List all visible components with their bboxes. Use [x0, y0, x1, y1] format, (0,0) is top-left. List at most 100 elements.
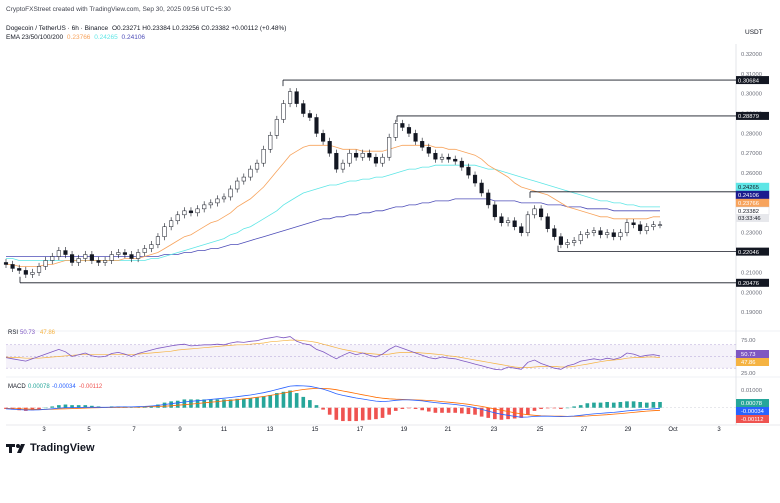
- macd-histogram-bar: [182, 399, 187, 408]
- candle-body: [611, 232, 616, 237]
- candle-body: [360, 152, 365, 158]
- time-axis-tick: 7: [132, 427, 136, 433]
- tradingview-logo-icon: [6, 444, 25, 453]
- macd-histogram-bar: [578, 405, 583, 408]
- candle-body: [17, 268, 22, 271]
- macd-histogram-bar: [314, 405, 319, 408]
- macd-histogram-bar: [631, 401, 636, 408]
- tradingview-logo: TradingView: [6, 442, 95, 454]
- time-axis-tick: 25: [537, 427, 544, 433]
- macd-histogram-bar: [288, 390, 292, 408]
- time-axis-tick: 11: [221, 427, 228, 433]
- macd-histogram-bar: [281, 391, 286, 408]
- candle-body: [380, 156, 385, 164]
- candle-body: [565, 242, 570, 245]
- candle-body: [466, 166, 471, 176]
- candle-body: [109, 254, 114, 261]
- macd-histogram-bar: [526, 407, 530, 415]
- candle-body: [248, 168, 253, 178]
- ohlc-values: O0.23271 H0.23384 L0.23256 C0.23382 +0.0…: [111, 25, 287, 32]
- time-axis-tick: 17: [357, 427, 364, 433]
- symbol-line: Dogecoin / TetherUS · 6h · Binance O0.23…: [6, 25, 288, 32]
- macd-histogram-bar: [420, 407, 424, 411]
- price-axis-tick: 0.30000: [741, 92, 762, 98]
- candle-body: [657, 224, 663, 226]
- rsi-axis-tick: 25.00: [741, 371, 756, 377]
- candle-body: [63, 250, 68, 255]
- candle-body: [505, 220, 511, 223]
- macd-histogram-bar: [433, 407, 438, 413]
- macd-histogram-bar: [407, 407, 411, 409]
- macd-axis-tag: [736, 399, 769, 407]
- macd-axis-tick: -0.00034: [741, 409, 765, 415]
- ema-100-line: [6, 198, 660, 257]
- macd-axis-tick: 0.00078: [741, 401, 762, 407]
- rsi-axis-tag: [736, 358, 769, 366]
- ema-legend: EMA 23/50/100/200 0.23766 0.24265 0.2410…: [6, 34, 147, 41]
- candle-body: [136, 252, 141, 259]
- time-axis-tick: 3: [717, 427, 721, 433]
- macd-histogram-bar: [644, 402, 649, 408]
- candle-body: [122, 252, 127, 255]
- tradingview-logo-text: TradingView: [30, 442, 95, 454]
- candle-body: [301, 103, 306, 114]
- level-price-tag: [736, 76, 769, 85]
- candle-body: [287, 91, 293, 104]
- macd-histogram-bar: [625, 401, 629, 408]
- price-tag-label: 0.23766: [738, 201, 759, 207]
- macd-hist-value: -0.00112: [79, 384, 103, 390]
- candle-body: [400, 123, 405, 128]
- candle-body: [195, 208, 200, 214]
- macd-histogram-bar: [519, 407, 524, 418]
- macd-histogram-bar: [50, 406, 55, 408]
- time-axis-tick: 3: [42, 427, 46, 433]
- candle-body: [327, 141, 332, 154]
- ema-20-line: [6, 144, 660, 267]
- macd-histogram-bar: [169, 401, 173, 408]
- macd-histogram-bar: [275, 393, 279, 408]
- level-price-label: 0.28879: [738, 114, 759, 120]
- macd-histogram-bar: [387, 407, 391, 415]
- symbol-label: Dogecoin / TetherUS · 6h · Binance: [6, 25, 109, 32]
- macd-histogram-bar: [43, 407, 48, 409]
- macd-axis-tag: [736, 407, 769, 415]
- level-price-tag: [736, 278, 769, 287]
- candle-body: [314, 117, 319, 134]
- candle-body: [598, 230, 603, 235]
- candle-body: [321, 133, 326, 142]
- macd-histogram-bar: [208, 399, 213, 408]
- level-price-tag: [736, 111, 769, 120]
- macd-histogram-bar: [506, 407, 510, 420]
- macd-histogram-bar: [215, 399, 220, 408]
- macd-histogram-bar: [354, 407, 358, 422]
- time-axis-tick: Oct: [668, 427, 678, 433]
- candle-body: [76, 258, 81, 263]
- candle-body: [23, 270, 28, 275]
- price-tag-label: 0.23382: [738, 209, 759, 215]
- candle-body: [221, 196, 227, 200]
- candle-body: [605, 232, 610, 235]
- candle-body: [69, 254, 75, 263]
- candle-body: [96, 260, 101, 263]
- candle-body: [459, 160, 464, 168]
- macd-histogram-bar: [261, 396, 266, 408]
- candle-body: [393, 123, 398, 138]
- macd-histogram-bar: [532, 407, 537, 411]
- candle-body: [532, 208, 537, 216]
- price-tag-label: 0.24106: [738, 193, 759, 199]
- time-axis-tick: 19: [401, 427, 408, 433]
- ema-50-line: [6, 164, 660, 261]
- candle-body: [624, 222, 630, 233]
- macd-histogram-bar: [539, 407, 543, 409]
- macd-histogram-bar: [202, 399, 206, 408]
- candle-body: [420, 141, 425, 148]
- time-axis-tick: 29: [625, 427, 632, 433]
- candle-body: [387, 137, 392, 158]
- candle-body: [294, 91, 299, 104]
- macd-histogram-bar: [426, 407, 431, 412]
- macd-line: [5, 385, 661, 418]
- rsi-axis-tag: [736, 350, 769, 358]
- candle-body: [651, 224, 656, 227]
- macd-histogram-bar: [499, 407, 504, 420]
